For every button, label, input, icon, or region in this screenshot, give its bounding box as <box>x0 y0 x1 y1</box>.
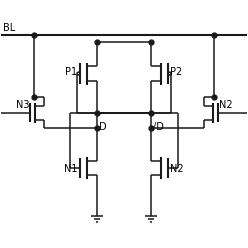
Text: N2: N2 <box>219 100 232 110</box>
Text: N2: N2 <box>170 164 184 174</box>
Text: BL: BL <box>3 23 15 33</box>
Text: D: D <box>99 122 107 132</box>
Text: P2: P2 <box>170 67 183 77</box>
Text: N3: N3 <box>16 100 29 110</box>
Text: N1: N1 <box>64 164 78 174</box>
Text: /D: /D <box>153 122 164 132</box>
Text: P1: P1 <box>65 67 78 77</box>
